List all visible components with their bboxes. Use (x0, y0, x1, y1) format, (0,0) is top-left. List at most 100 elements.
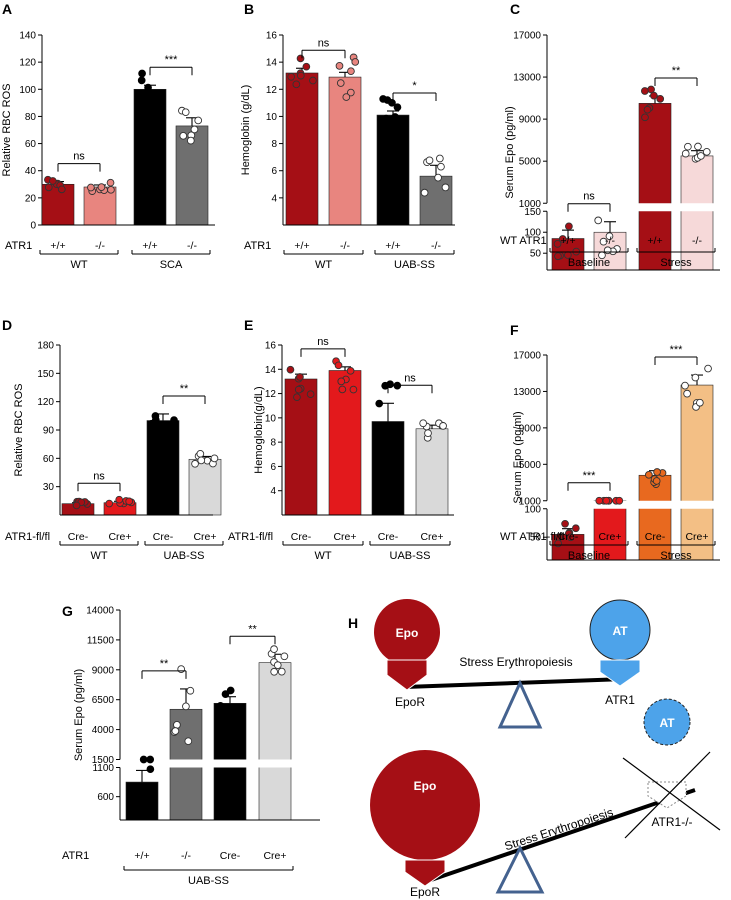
y-tick-label-d-1: 60 (43, 454, 55, 465)
bar-b-2 (376, 114, 410, 226)
data-point-d-1-6 (115, 495, 124, 504)
bar-break-f-3 (680, 500, 714, 509)
data-point-g-0-0 (130, 803, 138, 812)
group-label-f-0: Baseline (568, 550, 610, 562)
data-point-c-3-4 (684, 142, 692, 151)
y-axis-label-e: Hemoglobin(g/dL) (253, 386, 265, 473)
y-tick-label-g-0: 600 (97, 792, 114, 803)
sig-label-d-0: ns (93, 470, 105, 482)
data-point-a-0-5 (48, 177, 57, 185)
category-label-a-1: -/- (95, 240, 105, 252)
y-tick-label-c-6: 13000 (513, 73, 541, 84)
bar-b-3 (419, 175, 453, 226)
atr1-label-top: ATR1 (605, 693, 635, 707)
category-label-g-2: Cre- (220, 850, 241, 862)
sig-label-f-1: *** (670, 344, 684, 356)
data-point-g-3-1 (280, 652, 289, 661)
data-point-c-1-4 (603, 246, 612, 255)
data-point-a-1-5 (87, 183, 95, 192)
epo-label-bottom: Epo (414, 779, 437, 793)
data-point-b-2-5 (379, 95, 387, 103)
data-point-e-3-5 (439, 422, 447, 430)
data-point-c-0-5 (558, 235, 567, 243)
y-tick-label-g-7: 14000 (86, 606, 114, 617)
data-point-b-2-6 (388, 98, 396, 107)
category-label-g-1: -/- (181, 850, 191, 862)
data-point-g-0-2 (146, 765, 155, 774)
data-point-g-0-3 (139, 755, 148, 764)
data-point-g-3-6 (270, 645, 278, 654)
y-axis-label-c: Serum Epo (pg/ml) (504, 106, 516, 198)
group-label-d-0: WT (90, 550, 107, 562)
row-label-g: ATR1 (62, 850, 89, 862)
bar-d-3 (188, 458, 222, 516)
y-tick-label-f-0: 50 (530, 533, 542, 544)
data-point-a-0-6 (57, 185, 66, 194)
data-point-e-0-5 (306, 390, 315, 399)
bar-break-f-2 (638, 500, 672, 509)
y-tick-label-d-2: 90 (43, 426, 55, 437)
data-point-d-2-1 (163, 426, 172, 435)
data-point-f-0-4 (566, 533, 575, 542)
data-point-f-2-5 (652, 477, 661, 485)
row-label-b: ATR1 (244, 240, 271, 252)
panel-d: D 30 60 90 120 150 180 Relative RBC ROS ns ** ATR1… (2, 317, 224, 562)
category-label-b-1: -/- (340, 240, 350, 252)
panel-label-h: H (348, 615, 358, 631)
data-point-d-2-3 (154, 430, 163, 439)
fulcrum-top (497, 679, 543, 729)
data-point-a-2-5 (137, 76, 146, 85)
category-label-a-0: +/+ (50, 240, 65, 252)
bar-break-g-1 (169, 759, 203, 768)
data-point-b-1-1 (335, 62, 344, 70)
category-label-e-1: Cre+ (333, 531, 356, 543)
data-point-c-3-2 (694, 142, 702, 151)
y-tick-label-c-1: 100 (524, 228, 541, 239)
panel-label-g: G (62, 603, 73, 619)
at-label-bottom: AT (659, 716, 675, 730)
data-point-a-3-6 (186, 136, 195, 145)
at-circle-bottom-dashed (643, 698, 691, 746)
sig-label-b-0: ns (318, 37, 330, 49)
data-point-f-0-6 (561, 519, 569, 528)
bar-a-2 (133, 88, 167, 226)
bar-e-3 (415, 428, 449, 516)
y-tick-label-d-4: 150 (37, 369, 54, 380)
epor-label-bottom: EpoR (410, 885, 440, 899)
data-point-d-0-6 (72, 501, 81, 510)
data-point-e-1-0 (338, 385, 347, 394)
at-label-top: AT (612, 624, 628, 638)
data-point-a-2-6 (142, 90, 151, 99)
y-tick-label-b-2: 8 (271, 139, 277, 150)
data-point-f-3-1 (681, 381, 689, 390)
group-label-c-0: Baseline (568, 257, 610, 269)
y-tick-label-g-1: 1100 (92, 763, 114, 774)
epo-circle-top (374, 599, 440, 665)
bar-g-3 (258, 662, 292, 821)
data-point-d-2-6 (151, 412, 160, 420)
beam-label-bottom: Stress Erythropoiesis (503, 805, 615, 853)
data-point-b-1-4 (347, 67, 355, 76)
y-tick-label-e-3: 10 (265, 413, 277, 424)
y-tick-label-a-5: 100 (19, 85, 36, 96)
category-label-d-1: Cre+ (108, 531, 131, 543)
y-tick-label-f-3: 5000 (519, 460, 542, 471)
data-point-a-3-4 (194, 116, 203, 125)
data-point-c-2-2 (656, 94, 665, 103)
sig-label-a-1: *** (165, 54, 179, 66)
data-point-b-0-2 (309, 76, 317, 85)
atr1-receptor-top (599, 659, 641, 687)
data-point-a-1-2 (97, 183, 106, 191)
bar-break-c-2 (638, 203, 672, 212)
y-tick-label-b-1: 6 (271, 166, 277, 177)
data-point-f-2-6 (653, 468, 661, 476)
data-point-b-1-6 (336, 79, 345, 87)
beam-bottom (424, 788, 696, 884)
y-tick-label-b-5: 14 (266, 58, 278, 69)
data-point-g-2-6 (221, 690, 230, 698)
y-tick-label-e-5: 14 (265, 365, 277, 376)
y-tick-label-f-1: 100 (524, 504, 541, 515)
y-tick-label-c-7: 17000 (513, 31, 541, 42)
